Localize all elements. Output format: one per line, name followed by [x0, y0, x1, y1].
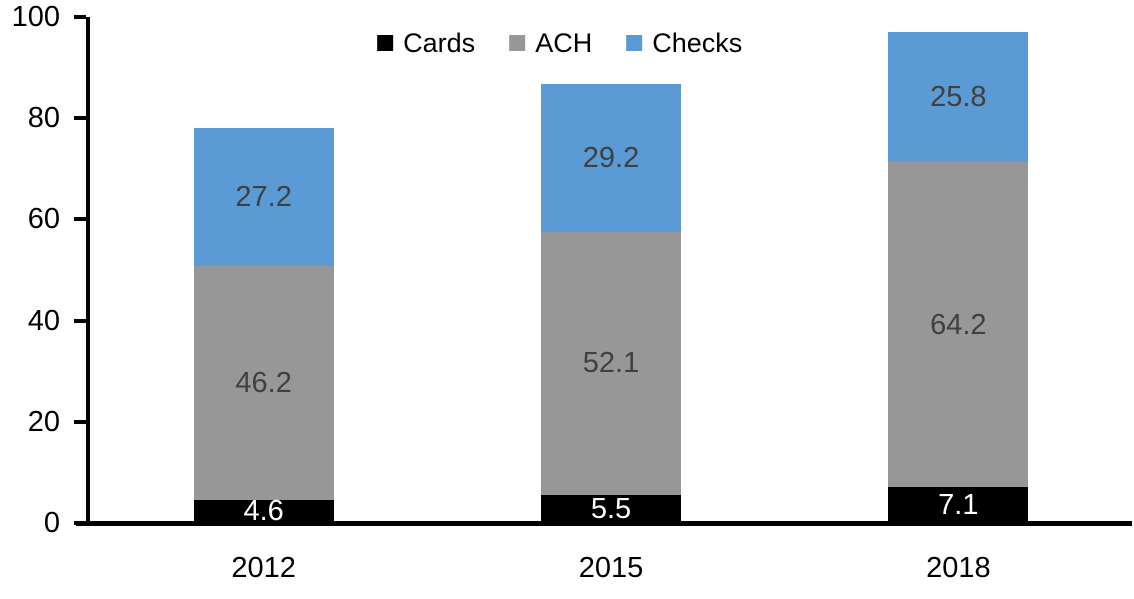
y-axis-tick-label: 20: [27, 405, 60, 438]
y-axis-tick-label: 40: [27, 304, 60, 337]
x-axis-label-2018: 2018: [926, 552, 991, 584]
x-axis-label-2015: 2015: [578, 552, 644, 584]
y-axis-tick-label: 0: [43, 507, 60, 539]
legend-swatch-ach: [509, 35, 526, 51]
bar-segment-cards-2012: [193, 499, 334, 523]
bar-segment-ach-2018: [888, 162, 1029, 488]
legend-swatch-checks: [626, 35, 643, 51]
data-label-checks-2015: 29.2: [582, 141, 640, 174]
bar-segment-checks-2012: [193, 128, 334, 266]
y-axis-tick: [74, 15, 86, 19]
bar-segment-ach-2015: [541, 231, 681, 496]
x-axis: [76, 521, 1132, 526]
legend-label-ach: ACH: [535, 28, 593, 58]
data-label-ach-2018: 64.2: [930, 308, 987, 341]
legend-swatch-cards: [377, 35, 394, 51]
legend-item-cards: Cards: [377, 28, 475, 58]
legend-item-ach: ACH: [509, 28, 592, 58]
legend: Cards ACH Checks: [377, 28, 742, 58]
data-label-ach-2012: 46.2: [235, 366, 292, 399]
bar-segment-cards-2015: [541, 495, 681, 523]
y-axis-tick: [74, 521, 86, 525]
bar-segment-ach-2012: [193, 265, 334, 500]
y-axis-tick: [74, 419, 86, 424]
legend-label-cards: Cards: [403, 28, 476, 58]
y-axis-tick-label: 80: [27, 102, 60, 135]
y-axis-tick-label: 100: [11, 1, 60, 33]
data-label-cards-2018: 7.1: [938, 489, 979, 522]
legend-item-checks: Checks: [626, 28, 742, 58]
data-label-ach-2015: 52.1: [582, 347, 640, 380]
y-axis-tick-label: 60: [27, 203, 60, 236]
legend-label-checks: Checks: [652, 28, 743, 58]
bar-segment-checks-2018: [888, 31, 1029, 163]
x-axis-label-2012: 2012: [231, 552, 296, 584]
bar-segment-checks-2015: [541, 83, 681, 232]
y-axis-tick: [74, 318, 86, 323]
y-axis-tick: [74, 116, 86, 121]
bar-segment-cards-2018: [888, 487, 1029, 523]
data-label-cards-2015: 5.5: [590, 493, 632, 526]
data-label-checks-2012: 27.2: [235, 181, 292, 214]
y-axis-tick: [74, 217, 86, 222]
y-axis: [86, 17, 90, 526]
data-label-cards-2012: 4.6: [243, 495, 284, 528]
data-label-checks-2018: 25.8: [930, 80, 987, 113]
